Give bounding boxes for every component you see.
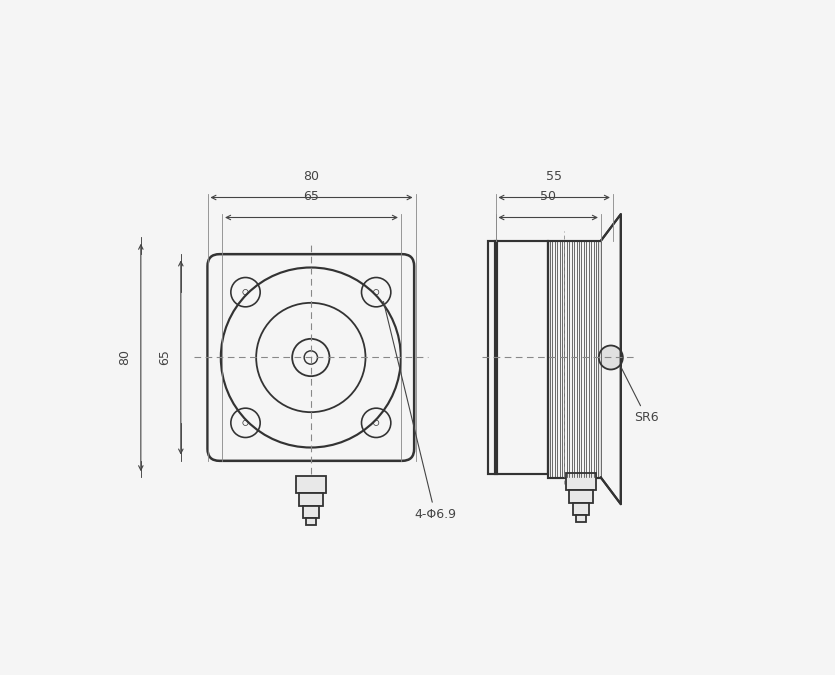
- Bar: [299, 493, 323, 506]
- Bar: [573, 503, 589, 515]
- Text: 55: 55: [546, 170, 562, 183]
- Bar: [303, 506, 319, 518]
- Text: 65: 65: [158, 350, 171, 365]
- Bar: [576, 515, 585, 522]
- Text: 80: 80: [118, 350, 131, 365]
- Text: 4-Φ6.9: 4-Φ6.9: [383, 302, 456, 520]
- Text: 50: 50: [540, 190, 556, 202]
- Bar: [296, 476, 326, 493]
- Text: SR6: SR6: [620, 367, 659, 424]
- Polygon shape: [601, 214, 621, 504]
- Circle shape: [599, 346, 623, 369]
- Text: 80: 80: [303, 170, 320, 183]
- Bar: [569, 489, 593, 503]
- Bar: [488, 241, 497, 474]
- Bar: [306, 518, 316, 525]
- Bar: [548, 241, 601, 477]
- Bar: [495, 241, 548, 474]
- Bar: [566, 472, 595, 489]
- Text: 65: 65: [304, 190, 320, 202]
